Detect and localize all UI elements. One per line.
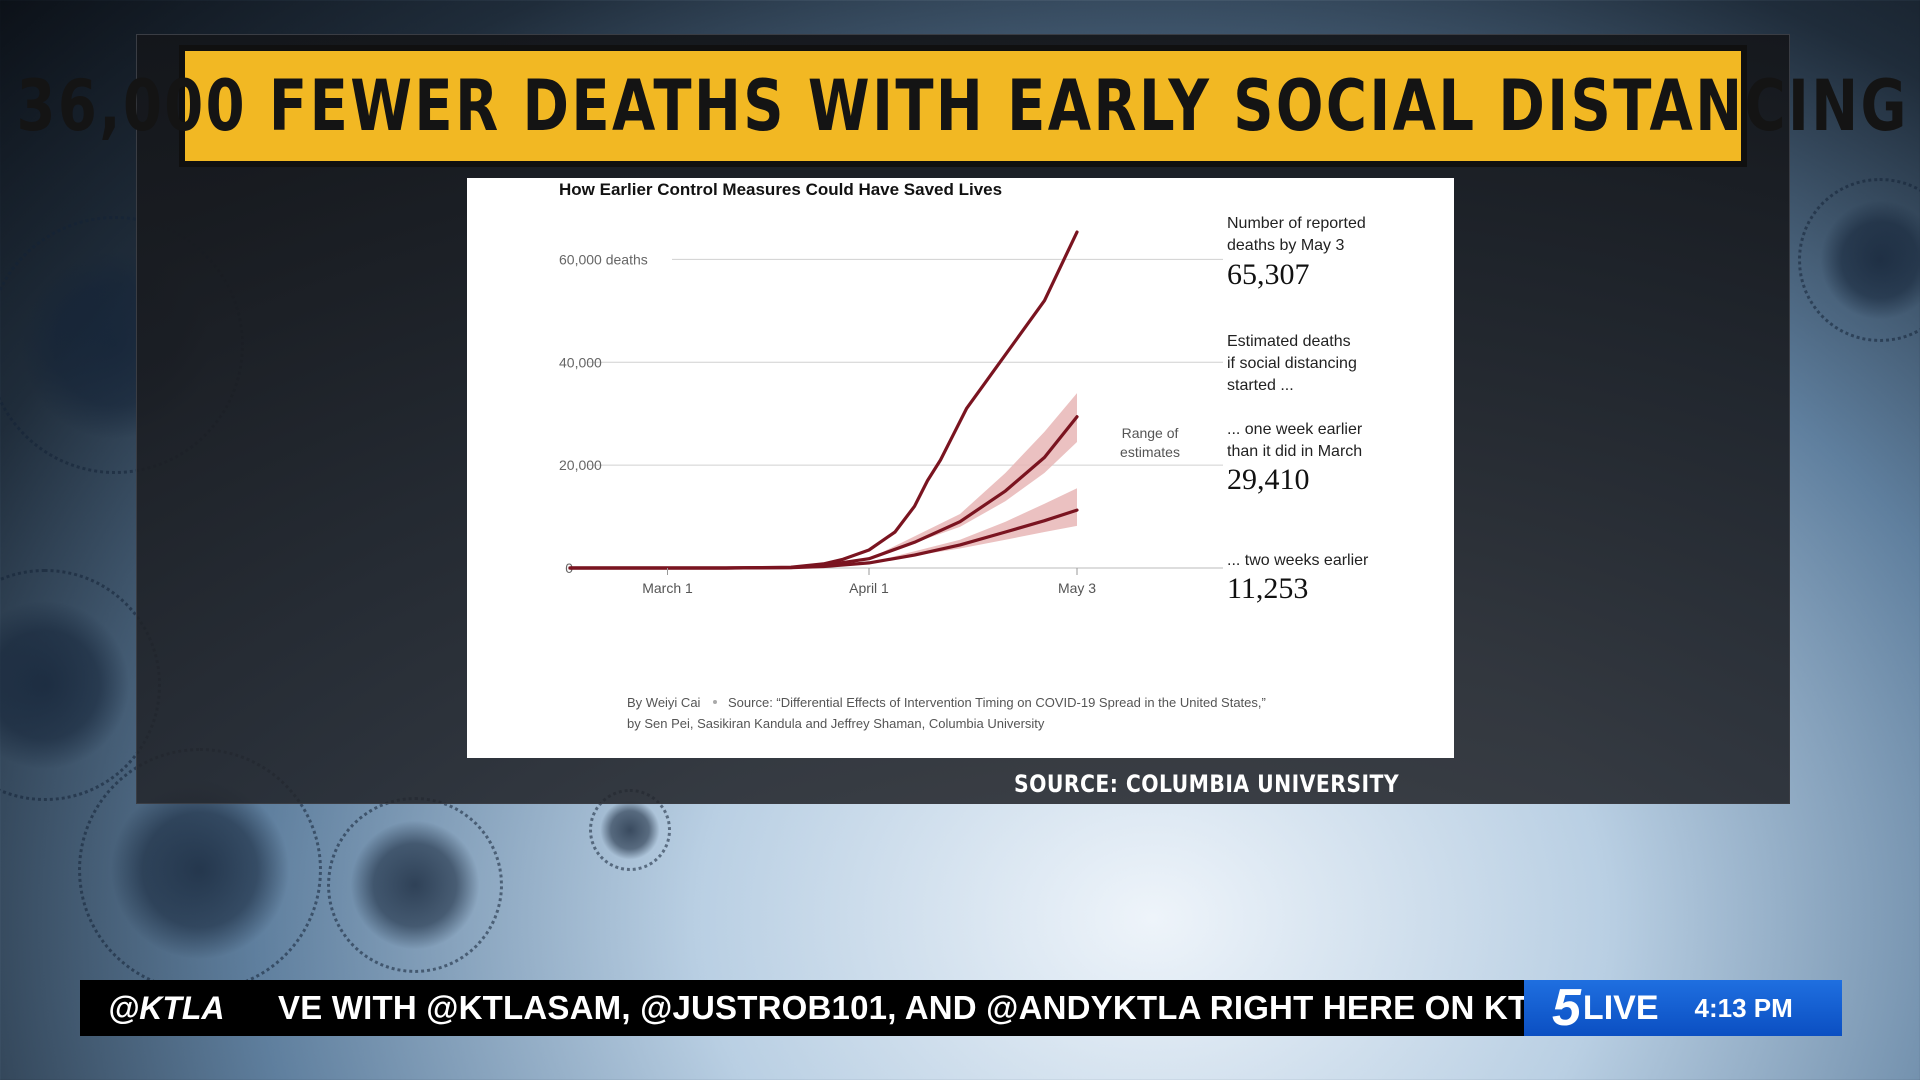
virus-decoration [1798, 178, 1920, 342]
y-tick-label: 60,000 deaths [559, 251, 648, 267]
ticker-text: VE WITH @KTLASAM, @JUSTROB101, AND @ANDY… [278, 989, 1524, 1026]
graphic-panel: 36,000 FEWER DEATHS WITH EARLY SOCIAL DI… [17, 34, 1907, 804]
virus-decoration [589, 789, 671, 871]
headline-banner: 36,000 FEWER DEATHS WITH EARLY SOCIAL DI… [17, 45, 1907, 167]
live-bug: 5 LIVE 4:13 PM [1524, 980, 1842, 1036]
two-weeks-final-value: 11,253 [1227, 572, 1308, 605]
news-ticker: @KTLA VE WITH @KTLASAM, @JUSTROB101, AND… [80, 980, 1524, 1036]
virus-decoration [0, 569, 161, 801]
two-weeks-label: ... two weeks earlier [1227, 552, 1369, 569]
estimated-header-line-3: started ... [1227, 377, 1294, 394]
estimated-header-line-1: Estimated deaths [1227, 333, 1351, 350]
x-tick-label: April 1 [849, 580, 889, 596]
y-tick-label: 40,000 [559, 354, 602, 370]
one-week-label-line-2: than it did in March [1227, 443, 1362, 460]
one-week-label-line-1: ... one week earlier [1227, 421, 1363, 438]
one-week-final-value: 29,410 [1227, 463, 1310, 496]
credit-source-line-1: Source: “Differential Effects of Interve… [728, 695, 1266, 710]
series-line-2 [568, 508, 1079, 570]
range-label-line-1: Range of [1122, 425, 1179, 441]
reported-label-line-1: Number of reported [1227, 215, 1366, 232]
series-line-0 [568, 230, 1079, 570]
estimated-header-line-2: if social distancing [1227, 355, 1357, 372]
byline: By Weiyi Cai [627, 695, 701, 710]
source-caption: SOURCE: COLUMBIA UNIVERSITY [1013, 770, 1399, 798]
credit-source-line-2: by Sen Pei, Sasikiran Kandula and Jeffre… [627, 716, 1045, 731]
line-chart: How Earlier Control Measures Could Have … [559, 180, 1369, 731]
series-line-1 [568, 415, 1079, 570]
reported-label-line-2: deaths by May 3 [1227, 237, 1345, 254]
clock: 4:13 PM [1694, 992, 1793, 1023]
range-band-1 [869, 393, 1077, 559]
x-tick-label: March 1 [642, 580, 693, 596]
grid-lines [584, 258, 1223, 569]
virus-decoration [326, 796, 504, 974]
reported-final-value: 65,307 [1227, 258, 1310, 291]
headline: 36,000 FEWER DEATHS WITH EARLY SOCIAL DI… [16, 65, 1910, 147]
y-tick-label: 20,000 [559, 457, 602, 473]
range-bands [869, 393, 1077, 563]
chart-title: How Earlier Control Measures Could Have … [559, 180, 1002, 199]
live-label: LIVE [1582, 988, 1659, 1027]
chart-card: How Earlier Control Measures Could Have … [467, 178, 1454, 758]
ticker-handle: @KTLA [108, 989, 225, 1026]
series-lines [568, 230, 1079, 570]
range-band-2 [869, 488, 1077, 563]
channel-logo: 5 [1552, 979, 1581, 1037]
virus-decoration [77, 747, 323, 993]
range-label-line-2: estimates [1120, 444, 1180, 460]
credit-separator-dot [713, 700, 717, 704]
x-axis: March 1 April 1 May 3 [642, 568, 1096, 596]
x-tick-label: May 3 [1058, 580, 1096, 596]
